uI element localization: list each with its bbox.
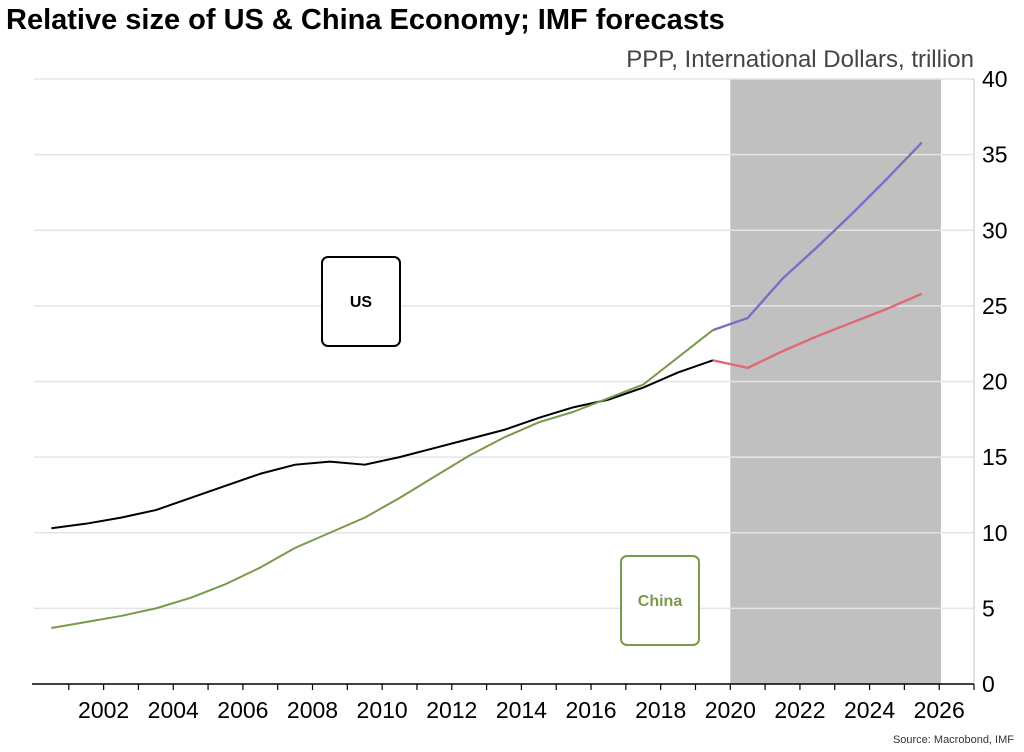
x-tick-label-2018: 2018: [635, 697, 686, 723]
y-tick-label-35: 35: [982, 142, 1008, 168]
y-axis-unit-label: PPP, International Dollars, trillion: [626, 46, 974, 73]
series-china-history-line: [51, 329, 714, 630]
y-tick-label-0: 0: [982, 671, 995, 697]
series-us-history-line: [51, 359, 714, 530]
y-tick-label-40: 40: [982, 66, 1008, 92]
x-tick-label-2008: 2008: [287, 697, 338, 723]
x-tick-label-2004: 2004: [148, 697, 199, 723]
y-tick-label-25: 25: [982, 293, 1008, 319]
y-tick-label-10: 10: [982, 520, 1008, 546]
series-us-forecast-line: [712, 292, 923, 370]
x-tick-label-2022: 2022: [774, 697, 825, 723]
y-tick-label-30: 30: [982, 217, 1008, 243]
series-china-forecast-line: [712, 141, 923, 332]
us-label: US: [350, 294, 373, 311]
us-label-box: [321, 256, 401, 347]
y-tick-label-5: 5: [982, 595, 995, 621]
x-tick-label-2002: 2002: [78, 697, 129, 723]
x-tick-label-2014: 2014: [496, 697, 547, 723]
chart-title: Relative size of US & China Economy; IMF…: [6, 4, 725, 36]
y-tick-label-15: 15: [982, 444, 1008, 470]
china-label-box: [620, 555, 700, 646]
x-tick-label-2016: 2016: [565, 697, 616, 723]
x-tick-label-2010: 2010: [357, 697, 408, 723]
x-tick-label-2020: 2020: [705, 697, 756, 723]
x-tick-label-2024: 2024: [844, 697, 895, 723]
source-note: Source: Macrobond, IMF: [892, 734, 1014, 746]
x-tick-label-2026: 2026: [914, 697, 965, 723]
x-tick-label-2012: 2012: [426, 697, 477, 723]
china-label: China: [638, 593, 683, 610]
x-tick-label-2006: 2006: [217, 697, 268, 723]
y-tick-label-20: 20: [982, 369, 1008, 395]
